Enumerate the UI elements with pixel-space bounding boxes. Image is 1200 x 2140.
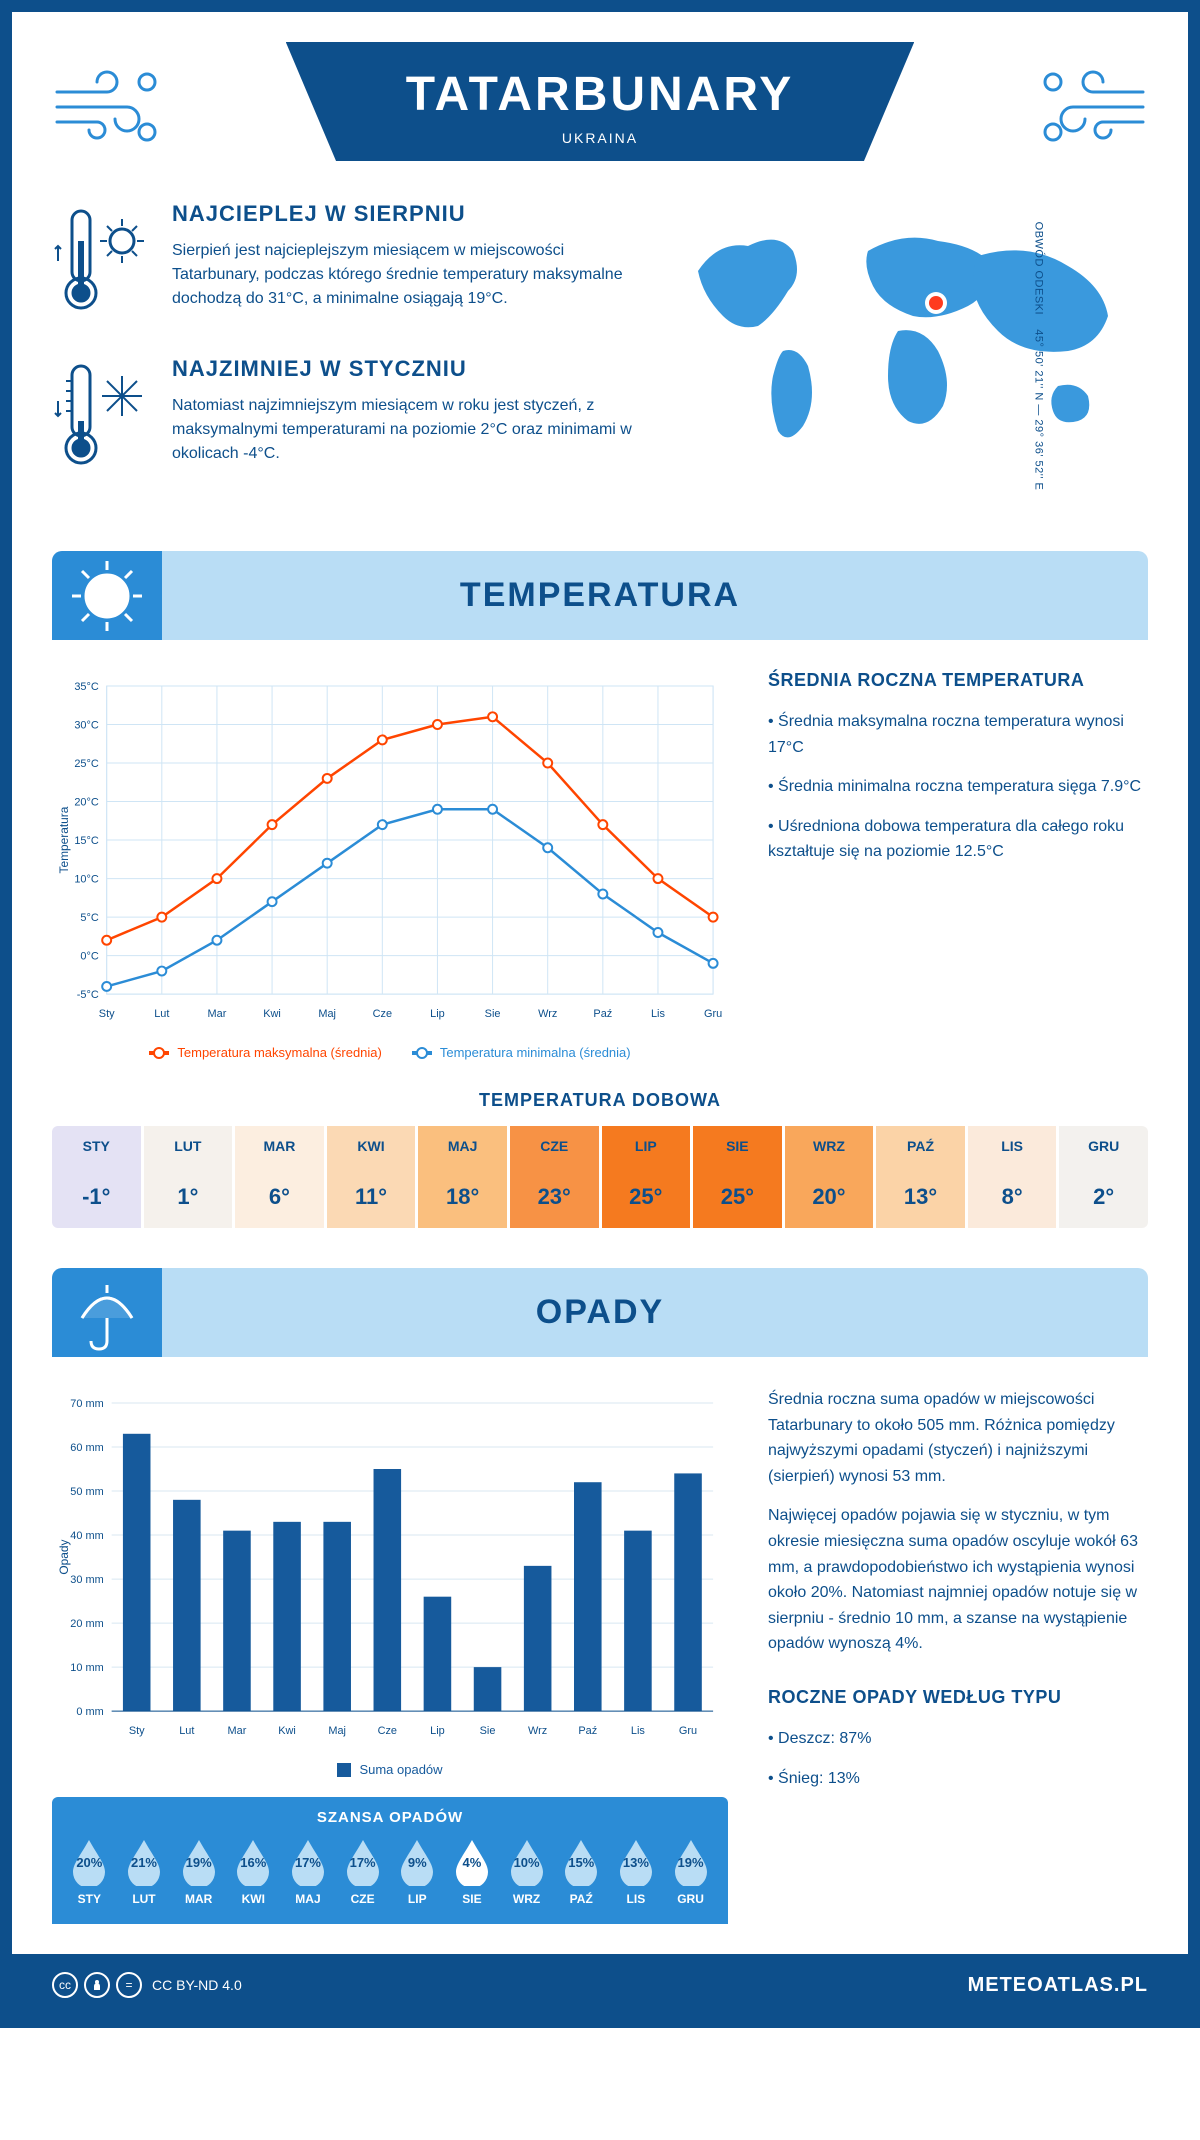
page-subtitle: UKRAINA [406,130,795,146]
chance-drop: 20% STY [70,1838,108,1906]
info-section: NAJCIEPLEJ W SIERPNIU Sierpień jest najc… [52,201,1148,511]
warmest-title: NAJCIEPLEJ W SIERPNIU [172,201,638,227]
chance-drop: 13% LIS [617,1838,655,1906]
daily-temp-title: TEMPERATURA DOBOWA [52,1090,1148,1111]
svg-text:70 mm: 70 mm [70,1398,103,1410]
svg-text:0°C: 0°C [80,951,98,963]
coldest-title: NAJZIMNIEJ W STYCZNIU [172,356,638,382]
svg-text:-5°C: -5°C [77,989,99,1001]
warmest-block: NAJCIEPLEJ W SIERPNIU Sierpień jest najc… [52,201,638,326]
svg-text:Temperatura: Temperatura [57,806,71,873]
daily-temp-table: STY-1°LUT1°MAR6°KWI11°MAJ18°CZE23°LIP25°… [52,1126,1148,1228]
legend-precip: Suma opadów [359,1762,442,1777]
precip-chart: 0 mm 10 mm 20 mm 30 mm 40 mm 50 mm 60 mm 70 mm O… [52,1387,728,1924]
chance-box: SZANSA OPADÓW 20% STY 21% LUT 19% MAR 16… [52,1797,728,1924]
temperature-title: TEMPERATURA [77,576,1123,615]
chance-drop: 9% LIP [398,1838,436,1906]
sun-icon [52,551,162,640]
svg-text:40 mm: 40 mm [70,1530,103,1542]
legend-min: Temperatura minimalna (średnia) [440,1045,631,1060]
svg-text:Wrz: Wrz [538,1008,557,1020]
svg-text:Cze: Cze [373,1008,392,1020]
svg-text:Lip: Lip [430,1725,445,1737]
svg-text:15°C: 15°C [74,835,99,847]
svg-text:35°C: 35°C [74,681,99,693]
svg-text:Kwi: Kwi [278,1725,296,1737]
svg-text:Sty: Sty [99,1008,115,1020]
svg-text:Gru: Gru [679,1725,697,1737]
chance-drop: 4% SIE [453,1838,491,1906]
svg-text:20 mm: 20 mm [70,1618,103,1630]
coldest-block: NAJZIMNIEJ W STYCZNIU Natomiast najzimni… [52,356,638,481]
chance-drop: 16% KWI [234,1838,272,1906]
svg-text:10 mm: 10 mm [70,1662,103,1674]
svg-text:30 mm: 30 mm [70,1574,103,1586]
temperature-summary: ŚREDNIA ROCZNA TEMPERATURA • Średnia mak… [768,670,1148,1060]
thermometer-hot-icon [52,201,152,326]
svg-text:5°C: 5°C [80,912,98,924]
svg-text:Sie: Sie [480,1725,496,1737]
world-map: OBWÓD ODESKI 45° 50' 21'' N — 29° 36' 52… [668,201,1148,511]
svg-text:Kwi: Kwi [263,1008,281,1020]
temperature-banner: TEMPERATURA [52,551,1148,640]
svg-text:30°C: 30°C [74,719,99,731]
svg-text:Lis: Lis [631,1725,646,1737]
coordinates: OBWÓD ODESKI 45° 50' 21'' N — 29° 36' 52… [1033,222,1045,491]
svg-text:Lut: Lut [179,1725,194,1737]
page-title: TATARBUNARY [406,67,795,122]
precip-title: OPADY [77,1293,1123,1332]
chance-drop: 19% GRU [672,1838,710,1906]
svg-text:Mar: Mar [228,1725,247,1737]
svg-text:Lut: Lut [154,1008,169,1020]
svg-text:Mar: Mar [208,1008,227,1020]
header: TATARBUNARY UKRAINA [52,42,1148,161]
svg-text:60 mm: 60 mm [70,1442,103,1454]
svg-text:Paź: Paź [578,1725,597,1737]
coldest-text: Natomiast najzimniejszym miesiącem w rok… [172,394,638,466]
svg-text:0 mm: 0 mm [76,1706,103,1718]
chance-drop: 21% LUT [125,1838,163,1906]
svg-text:Lis: Lis [651,1008,666,1020]
chance-drop: 10% WRZ [508,1838,546,1906]
svg-text:Wrz: Wrz [528,1725,547,1737]
precip-banner: OPADY [52,1268,1148,1357]
chance-drop: 17% MAJ [289,1838,327,1906]
umbrella-icon [52,1268,162,1357]
svg-text:20°C: 20°C [74,797,99,809]
svg-text:50 mm: 50 mm [70,1486,103,1498]
legend-max: Temperatura maksymalna (średnia) [177,1045,381,1060]
svg-text:Maj: Maj [328,1725,346,1737]
svg-text:10°C: 10°C [74,874,99,886]
warmest-text: Sierpień jest najcieplejszym miesiącem w… [172,239,638,311]
svg-text:Cze: Cze [378,1725,397,1737]
footer: cc = CC BY-ND 4.0 METEOATLAS.PL [12,1954,1188,2016]
chance-drop: 17% CZE [344,1838,382,1906]
wind-icon-left [52,62,172,157]
svg-text:Sie: Sie [485,1008,501,1020]
svg-text:Paź: Paź [593,1008,612,1020]
wind-icon-right [1028,62,1148,157]
svg-text:Lip: Lip [430,1008,445,1020]
svg-text:Opady: Opady [57,1539,71,1574]
svg-text:25°C: 25°C [74,758,99,770]
cc-icons: cc = [52,1972,142,1998]
svg-text:Maj: Maj [318,1008,336,1020]
chance-drop: 19% MAR [180,1838,218,1906]
license-text: CC BY-ND 4.0 [152,1977,242,1993]
temperature-chart: -5°C 0°C 5°C 10°C 15°C 20°C 25°C 30°C 35°C Sty Lut… [52,670,728,1060]
chance-drop: 15% PAŹ [562,1838,600,1906]
brand: METEOATLAS.PL [968,1974,1148,1997]
title-banner: TATARBUNARY UKRAINA [286,42,915,161]
svg-text:Gru: Gru [704,1008,722,1020]
svg-text:Sty: Sty [129,1725,145,1737]
thermometer-cold-icon [52,356,152,481]
precip-summary: Średnia roczna suma opadów w miejscowośc… [768,1387,1148,1924]
